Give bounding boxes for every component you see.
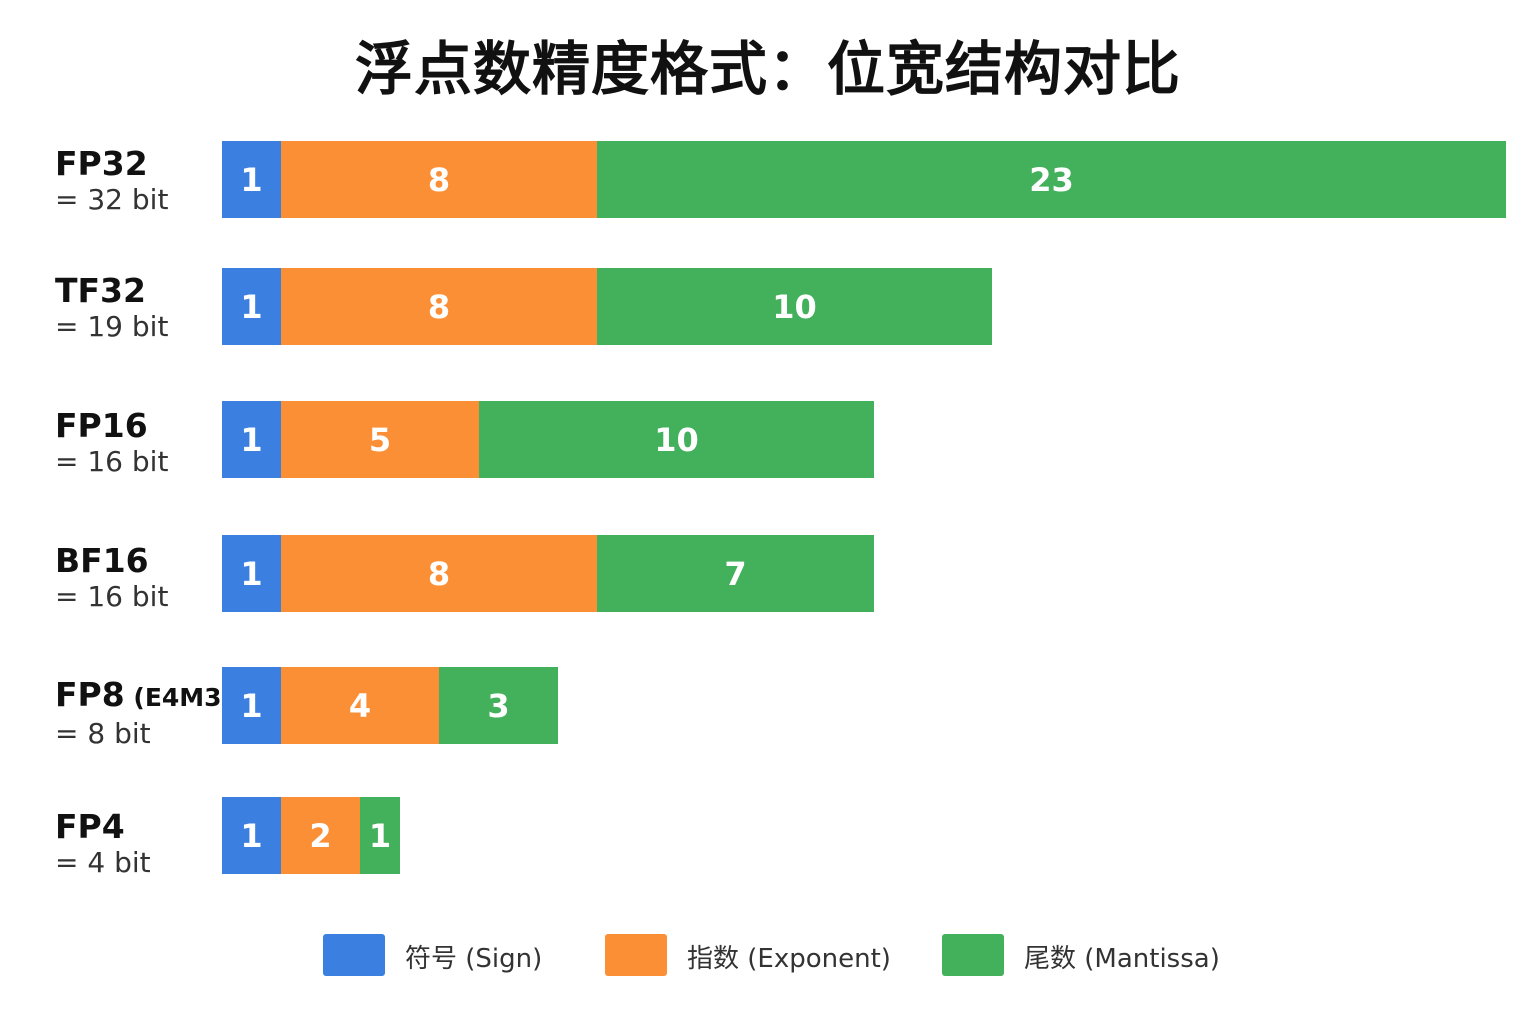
bar-segment-exponent: 4 bbox=[281, 667, 439, 744]
segment-value-label: 1 bbox=[240, 160, 263, 199]
row-label-fp4: FP4 = 4 bit bbox=[55, 808, 220, 880]
bar-segment-exponent: 5 bbox=[281, 401, 479, 478]
chart-title: 浮点数精度格式：位宽结构对比 bbox=[354, 35, 1181, 103]
format-total-bits: = 19 bit bbox=[55, 310, 169, 343]
format-name: FP16 bbox=[55, 407, 220, 445]
format-name-text: TF32 bbox=[55, 271, 146, 310]
legend-label-sign: 符号 (Sign) bbox=[405, 944, 543, 974]
bar-segment-sign: 1 bbox=[222, 401, 281, 478]
row-label-bf16: BF16 = 16 bit bbox=[55, 542, 220, 614]
row-label-fp16: FP16 = 16 bit bbox=[55, 407, 220, 479]
bar-segment-exponent: 8 bbox=[281, 535, 597, 612]
row-label-fp32: FP32 = 32 bit bbox=[55, 145, 220, 217]
segment-value-label: 1 bbox=[240, 554, 263, 593]
bar-fp32: 1 8 23 bbox=[222, 141, 1506, 218]
segment-value-label: 4 bbox=[348, 686, 372, 725]
format-total-bits: = 4 bit bbox=[55, 846, 151, 879]
segment-value-label: 10 bbox=[772, 287, 817, 326]
bar-segment-exponent: 8 bbox=[281, 141, 597, 218]
segment-value-label: 2 bbox=[309, 816, 332, 855]
segment-value-label: 1 bbox=[368, 816, 392, 855]
bar-segment-mantissa: 10 bbox=[597, 268, 992, 345]
legend-label-exponent: 指数 (Exponent) bbox=[687, 944, 891, 974]
row-label-tf32: TF32 = 19 bit bbox=[55, 272, 220, 344]
format-name: TF32 bbox=[55, 272, 220, 310]
segment-value-label: 5 bbox=[368, 420, 392, 459]
segment-value-label: 7 bbox=[724, 554, 747, 593]
segment-value-label: 1 bbox=[240, 420, 263, 459]
segment-value-label: 3 bbox=[487, 686, 510, 725]
format-name: FP4 bbox=[55, 808, 220, 846]
format-total-bits: = 32 bit bbox=[55, 183, 169, 216]
legend-label-mantissa: 尾数 (Mantissa) bbox=[1024, 944, 1220, 974]
format-name: FP8 (E4M3) bbox=[55, 675, 233, 717]
bar-tf32: 1 8 10 bbox=[222, 268, 992, 345]
segment-value-label: 23 bbox=[1029, 160, 1074, 199]
segment-value-label: 1 bbox=[240, 686, 263, 725]
segment-value-label: 8 bbox=[427, 287, 451, 326]
format-name-text: FP4 bbox=[55, 807, 125, 846]
bar-segment-mantissa: 7 bbox=[597, 535, 874, 612]
bar-segment-exponent: 8 bbox=[281, 268, 597, 345]
bar-segment-mantissa: 1 bbox=[360, 797, 400, 874]
bar-segment-exponent: 2 bbox=[281, 797, 360, 874]
format-name-text: BF16 bbox=[55, 541, 149, 580]
legend-swatch-sign bbox=[323, 934, 385, 976]
bar-segment-sign: 1 bbox=[222, 797, 281, 874]
format-total-bits: = 16 bit bbox=[55, 580, 169, 613]
legend-swatch-exponent bbox=[605, 934, 667, 976]
bar-segment-mantissa: 3 bbox=[439, 667, 558, 744]
segment-value-label: 1 bbox=[240, 287, 263, 326]
row-label-fp8: FP8 (E4M3) = 8 bit bbox=[55, 675, 233, 751]
segment-value-label: 8 bbox=[427, 554, 451, 593]
bar-bf16: 1 8 7 bbox=[222, 535, 874, 612]
legend-swatch-mantissa bbox=[942, 934, 1004, 976]
bar-segment-sign: 1 bbox=[222, 667, 281, 744]
format-name-text: FP16 bbox=[55, 406, 148, 445]
format-name-text: FP32 bbox=[55, 144, 148, 183]
bar-fp8: 1 4 3 bbox=[222, 667, 558, 744]
bar-fp16: 1 5 10 bbox=[222, 401, 874, 478]
format-total-bits: = 16 bit bbox=[55, 445, 169, 478]
format-name-text: FP8 bbox=[55, 675, 125, 714]
bar-segment-sign: 1 bbox=[222, 268, 281, 345]
bar-segment-sign: 1 bbox=[222, 141, 281, 218]
bar-segment-mantissa: 23 bbox=[597, 141, 1506, 218]
bar-segment-mantissa: 10 bbox=[479, 401, 874, 478]
bar-segment-sign: 1 bbox=[222, 535, 281, 612]
segment-value-label: 1 bbox=[240, 816, 263, 855]
segment-value-label: 10 bbox=[654, 420, 699, 459]
format-name: BF16 bbox=[55, 542, 220, 580]
segment-value-label: 8 bbox=[427, 160, 451, 199]
format-name: FP32 bbox=[55, 145, 220, 183]
format-variant: (E4M3) bbox=[124, 683, 234, 712]
format-total-bits: = 8 bit bbox=[55, 717, 151, 750]
